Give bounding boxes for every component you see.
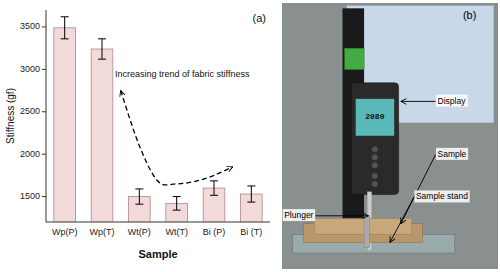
error-cap xyxy=(135,204,143,205)
label-arrow xyxy=(316,215,369,216)
error-bar xyxy=(173,197,181,211)
x-axis-line xyxy=(46,222,270,223)
error-cap xyxy=(61,38,69,39)
x-tick-label: Wp(P) xyxy=(52,227,78,237)
panel-a: 1500 2000 2500 3000 3500 Wp(P) Wp(T) Wt(P) Wt(T)… xyxy=(5,10,270,272)
error-stem xyxy=(214,181,215,195)
bar xyxy=(91,49,113,222)
panel-b: 2080 (b) Display Sample Sample stand Plunger xyxy=(282,3,498,269)
photo-label-text: Plunger xyxy=(284,210,313,220)
plot-area xyxy=(54,17,262,222)
error-cap xyxy=(173,210,181,211)
photo-label-text: Display xyxy=(438,96,467,106)
annotation: Increasing trend of fabric stiffness xyxy=(115,69,250,79)
error-bar xyxy=(61,17,69,39)
sticker xyxy=(345,48,364,69)
gauge-button xyxy=(372,173,378,179)
y-tick xyxy=(42,111,46,112)
y-tick-label: 2000 xyxy=(20,149,40,159)
trend-curve xyxy=(121,91,233,185)
error-cap xyxy=(135,188,143,189)
error-stem xyxy=(139,189,140,204)
label-box xyxy=(414,190,469,202)
label-arrow xyxy=(390,197,414,242)
error-bar xyxy=(210,181,218,195)
bar xyxy=(54,28,76,222)
y-axis-label: Stiffness (gf) xyxy=(5,88,16,144)
error-bar xyxy=(247,186,255,202)
label-box xyxy=(283,209,315,221)
error-bar xyxy=(135,189,143,204)
x-tick-label: Wp(T) xyxy=(90,227,115,237)
error-cap xyxy=(210,195,218,196)
panel-title: (b) xyxy=(463,9,476,21)
figure: 1500 2000 2500 3000 3500 Wp(P) Wp(T) Wt(P) Wt(T)… xyxy=(0,0,500,272)
x-tick-label: Bi (P) xyxy=(203,227,226,237)
gauge-button xyxy=(372,146,378,152)
photo-background xyxy=(282,3,498,269)
x-axis-label: Sample xyxy=(138,248,177,260)
label-arrow xyxy=(401,155,436,224)
panel-title: (a) xyxy=(253,12,266,24)
error-cap xyxy=(173,196,181,197)
photo-label: Plunger xyxy=(283,209,369,221)
y-tick-label: 3500 xyxy=(20,21,40,31)
y-tick xyxy=(42,196,46,197)
error-cap xyxy=(247,202,255,203)
y-tick xyxy=(42,154,46,155)
label-arrow xyxy=(401,101,436,102)
photo-label-text: Sample stand xyxy=(416,191,468,201)
label-box xyxy=(436,148,468,160)
label-box xyxy=(436,95,468,107)
x-tick-label: Wt(P) xyxy=(128,227,151,237)
photo-label-text: Sample xyxy=(438,149,467,159)
gauge-screen xyxy=(355,99,394,136)
error-cap xyxy=(247,185,255,186)
y-tick xyxy=(42,69,46,70)
y-tick xyxy=(42,26,46,27)
y-axis-line xyxy=(46,10,47,222)
error-cap xyxy=(98,38,106,39)
photo-label: Display xyxy=(401,95,468,107)
y-tick-label: 2500 xyxy=(20,106,40,116)
error-stem xyxy=(102,39,103,59)
photo-label: Sample stand xyxy=(390,190,470,242)
photo-label: Sample xyxy=(401,148,468,224)
error-stem xyxy=(251,186,252,202)
gauge-button xyxy=(372,162,378,168)
sample-stand-frame xyxy=(364,216,369,248)
y-tick-label: 3000 xyxy=(20,64,40,74)
fabric-layer xyxy=(314,218,411,234)
error-cap xyxy=(210,180,218,181)
y-tick-label: 1500 xyxy=(20,191,40,201)
gauge-body xyxy=(351,83,399,195)
error-cap xyxy=(61,16,69,17)
error-stem xyxy=(176,197,177,211)
gauge-button xyxy=(372,154,378,160)
x-tick-label: Bi (T) xyxy=(240,227,262,237)
error-stem xyxy=(64,17,65,39)
display-reading: 2080 xyxy=(365,112,384,121)
x-tick-label: Wt(T) xyxy=(165,227,188,237)
error-bar xyxy=(98,39,106,59)
gauge-button xyxy=(372,181,378,187)
error-cap xyxy=(98,59,106,60)
